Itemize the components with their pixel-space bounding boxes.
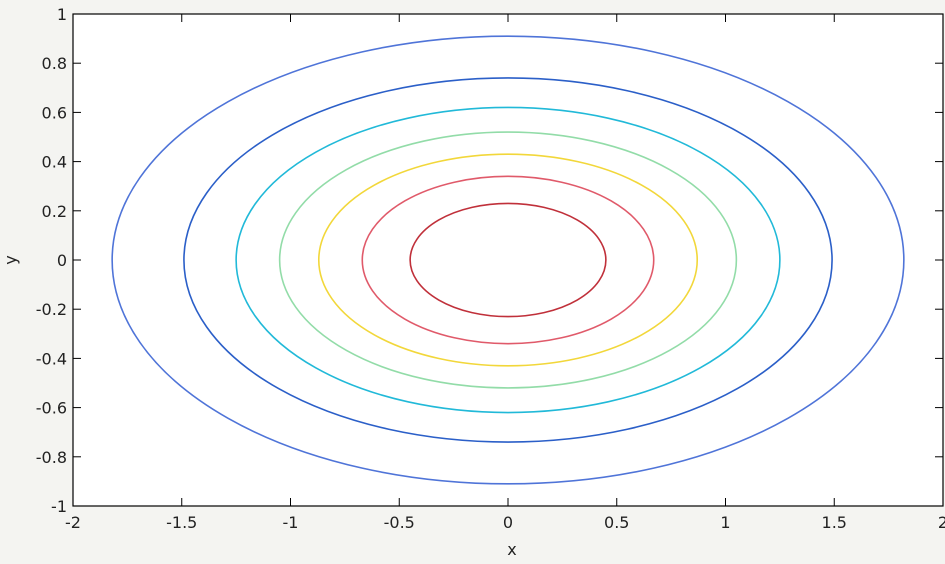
- x-tick-label: 0: [503, 513, 513, 532]
- contour-line-3: [317, 153, 699, 367]
- y-tick-label: 0.2: [42, 202, 67, 221]
- contour-line-5: [235, 106, 781, 414]
- contour-line-2: [361, 175, 655, 345]
- contour-lines: [111, 35, 905, 485]
- y-tick-label: 1: [57, 5, 67, 24]
- y-tick-label: -0.8: [36, 448, 67, 467]
- x-tick-label: 1.5: [822, 513, 847, 532]
- tick-labels: -2 -1.5 -1 -0.5 0 0.5 1 1.5 2 1 0.8 0.6 0.4 0.2 0 -0.2 -…: [36, 5, 945, 532]
- plot-area: [73, 14, 943, 506]
- x-axis-label: x: [507, 540, 516, 559]
- contour-line-6: [183, 77, 833, 443]
- y-tick-label: -0.6: [36, 399, 67, 418]
- x-tick-label: 1: [720, 513, 730, 532]
- y-tick-label: 0.4: [42, 153, 67, 172]
- x-tick-label: -2: [65, 513, 81, 532]
- x-tick-label: -0.5: [384, 513, 415, 532]
- y-tick-label: 0: [57, 251, 67, 270]
- x-tick-label: -1: [283, 513, 299, 532]
- y-tick-label: -0.2: [36, 300, 67, 319]
- x-tick-label: 0.5: [604, 513, 629, 532]
- y-tick-label: 0.6: [42, 103, 67, 122]
- x-tick-label: -1.5: [166, 513, 197, 532]
- y-tick-label: -0.4: [36, 349, 67, 368]
- x-tick-label: 2: [938, 513, 945, 532]
- contour-line-7: [111, 35, 905, 485]
- y-axis-label: y: [1, 255, 20, 264]
- y-tick-label: -1: [51, 497, 67, 516]
- axis-ticks: [72, 13, 944, 507]
- y-tick-label: 0.8: [42, 54, 67, 73]
- contour-line-1: [409, 202, 607, 318]
- contour-line-4: [278, 131, 738, 389]
